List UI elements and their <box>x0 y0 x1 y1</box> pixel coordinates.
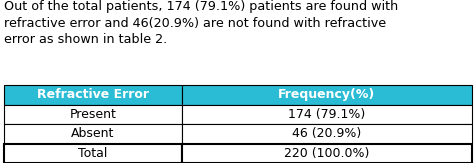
Text: 46 (20.9%): 46 (20.9%) <box>292 127 362 140</box>
Text: Out of the total patients, 174 (79.1%) patients are found with
refractive error : Out of the total patients, 174 (79.1%) p… <box>4 0 398 46</box>
FancyBboxPatch shape <box>4 143 182 163</box>
Text: Refractive Error: Refractive Error <box>37 88 149 101</box>
Text: 220 (100.0%): 220 (100.0%) <box>284 147 370 160</box>
Text: Total: Total <box>78 147 108 160</box>
FancyBboxPatch shape <box>4 124 182 143</box>
Text: Frequency(%): Frequency(%) <box>278 88 375 101</box>
FancyBboxPatch shape <box>4 85 182 104</box>
FancyBboxPatch shape <box>182 124 472 143</box>
Text: 174 (79.1%): 174 (79.1%) <box>288 108 365 121</box>
FancyBboxPatch shape <box>4 104 182 124</box>
Text: Present: Present <box>70 108 116 121</box>
FancyBboxPatch shape <box>182 143 472 163</box>
FancyBboxPatch shape <box>182 104 472 124</box>
FancyBboxPatch shape <box>182 85 472 104</box>
Text: Absent: Absent <box>71 127 115 140</box>
